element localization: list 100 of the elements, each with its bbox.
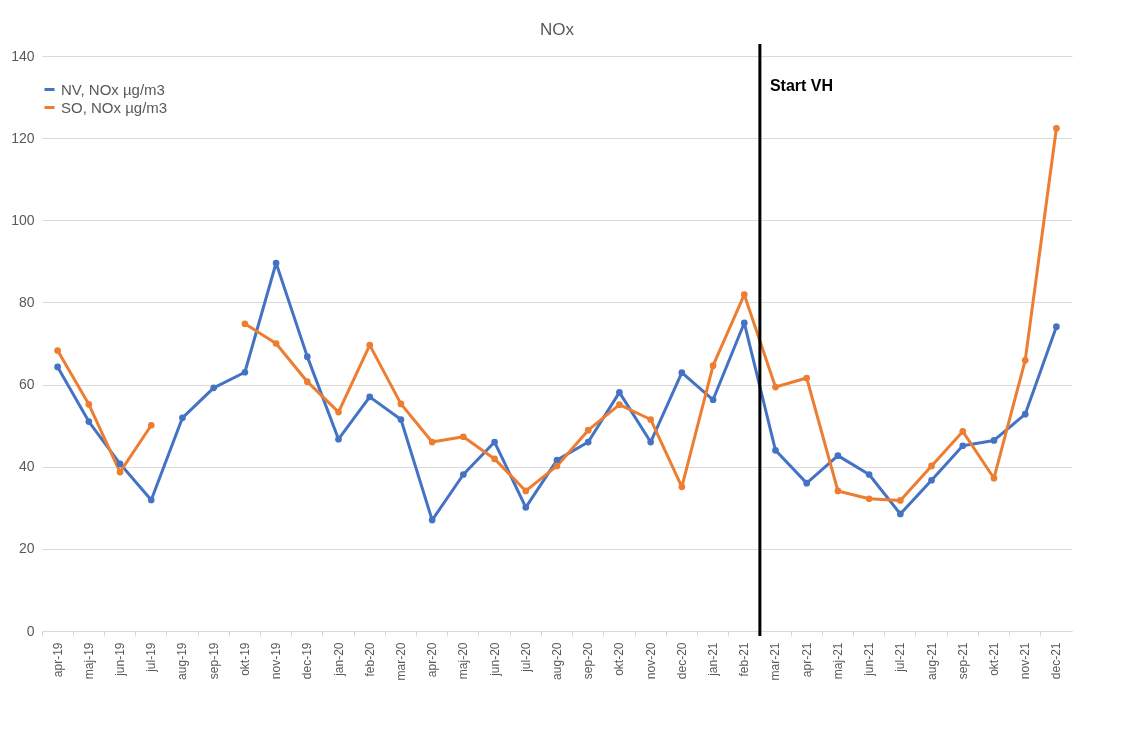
point [147, 421, 155, 429]
chart-title: NOx [540, 19, 575, 39]
point [147, 496, 155, 504]
point [85, 400, 93, 408]
x-tick-label: okt-21 [986, 642, 1001, 676]
legend-label: SO, NOx µg/m3 [61, 98, 168, 116]
x-tick-label: feb-20 [362, 642, 377, 677]
x-tick-label: jan-20 [331, 642, 346, 677]
point [647, 416, 654, 423]
point [896, 510, 904, 518]
x-tick-label: jan-21 [706, 642, 721, 677]
x-tick-label: okt-20 [612, 642, 627, 676]
x-tick-label: aug-21 [924, 642, 939, 680]
point [303, 378, 311, 386]
point [460, 471, 467, 478]
point [1053, 124, 1060, 132]
point [491, 455, 498, 463]
point [553, 456, 561, 464]
y-tick-label: 120 [11, 129, 35, 146]
point [366, 341, 374, 349]
point [865, 495, 873, 503]
point [616, 401, 623, 409]
point [54, 347, 61, 354]
point [428, 438, 436, 446]
y-tick-label: 40 [18, 458, 35, 475]
point [678, 369, 686, 377]
point [54, 363, 61, 371]
point [647, 438, 654, 446]
x-tick-label: dec-21 [1049, 642, 1064, 680]
x-tick-label: dec-20 [674, 642, 689, 680]
x-tick-label: sep-21 [955, 642, 970, 680]
legend-label: NV, NOx µg/m3 [61, 80, 165, 98]
point [834, 487, 842, 495]
x-tick-label: jul-19 [144, 642, 159, 673]
point [241, 320, 249, 328]
y-tick-label: 0 [26, 622, 35, 639]
point [678, 483, 686, 491]
point [772, 383, 779, 391]
point [959, 442, 967, 450]
x-tick-label: maj-19 [81, 642, 96, 680]
point [1021, 356, 1029, 364]
x-tick-label: aug-20 [550, 642, 564, 680]
point [584, 438, 592, 446]
x-tick-label: nov-20 [643, 642, 658, 680]
point [116, 460, 124, 468]
x-tick-label: feb-21 [737, 642, 752, 677]
point [522, 504, 530, 511]
x-tick-label: jul-21 [893, 642, 908, 673]
point [116, 468, 124, 476]
point [928, 476, 935, 484]
ref-line-label: Start VH [769, 77, 833, 94]
point [616, 389, 623, 396]
y-tick-label: 80 [18, 293, 35, 310]
x-tick-label: nov-21 [1018, 642, 1033, 680]
point [179, 414, 186, 422]
point [428, 516, 436, 524]
y-tick-label: 20 [18, 540, 35, 557]
point [272, 259, 280, 267]
x-tick-label: apr-20 [425, 642, 440, 678]
x-tick-label: maj-21 [830, 642, 845, 680]
x-tick-label: mar-20 [393, 642, 408, 681]
x-tick-label: nov-19 [269, 642, 284, 680]
x-tick-label: jun-20 [487, 642, 502, 677]
point [522, 487, 530, 495]
point [959, 428, 967, 435]
x-tick-label: apr-19 [50, 642, 65, 678]
point [1053, 323, 1060, 331]
y-tick-label: 60 [18, 376, 35, 393]
point [85, 418, 93, 425]
x-tick-label: aug-19 [175, 642, 190, 680]
x-tick-label: mar-21 [768, 642, 783, 681]
point [335, 408, 342, 416]
point [740, 319, 748, 327]
point [865, 471, 873, 478]
point [740, 291, 748, 298]
x-tick-label: jul-20 [518, 642, 533, 673]
point [990, 474, 998, 482]
point [772, 446, 779, 454]
point [928, 462, 935, 470]
point [709, 362, 717, 370]
x-tick-label: dec-19 [300, 642, 315, 680]
point [272, 340, 280, 347]
x-tick-label: jun-19 [113, 642, 128, 677]
point [210, 384, 218, 392]
point [335, 435, 342, 443]
point [990, 437, 998, 444]
y-tick-label: 140 [11, 47, 35, 64]
x-tick-label: sep-19 [206, 642, 221, 680]
point [366, 393, 374, 401]
point [553, 462, 561, 470]
x-tick-label: sep-20 [581, 642, 596, 680]
point [303, 353, 311, 360]
y-tick-label: 100 [11, 211, 35, 228]
point [896, 497, 904, 504]
point [241, 368, 249, 376]
x-tick-label: apr-21 [799, 642, 814, 678]
point [584, 426, 592, 434]
x-tick-label: okt-19 [237, 642, 252, 676]
x-tick-label: maj-20 [456, 642, 471, 680]
point [460, 433, 467, 441]
